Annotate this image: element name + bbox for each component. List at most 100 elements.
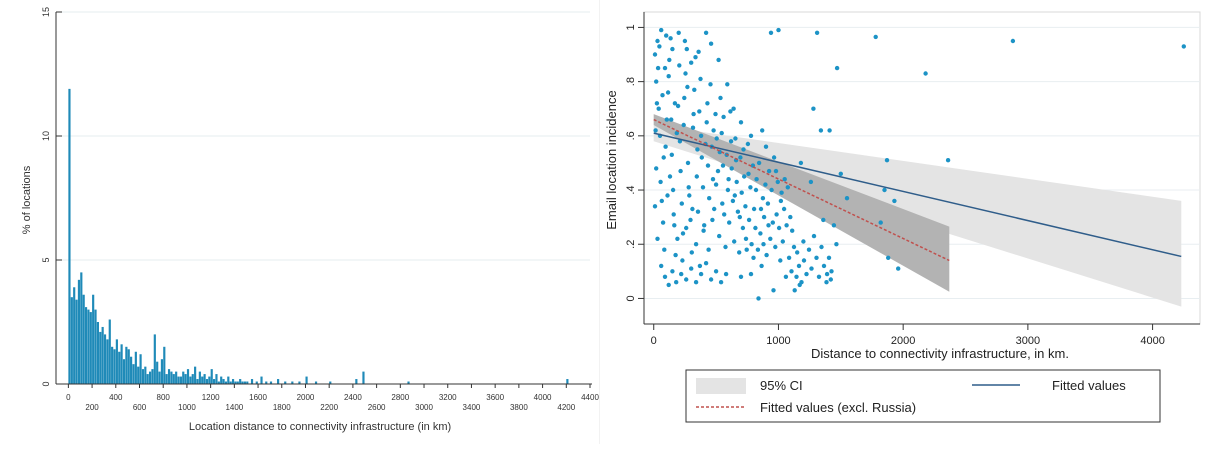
confidence-bands (653, 114, 1182, 307)
scatter-point (690, 206, 695, 212)
scatter-point (743, 204, 748, 209)
histogram-bar (84, 307, 88, 384)
legend-fitted-excl-label: Fitted values (excl. Russia) (760, 400, 916, 415)
histogram-bar (250, 379, 254, 384)
scatter-point (824, 271, 830, 277)
scatter-point (819, 244, 824, 250)
histogram-bar (111, 346, 114, 384)
scatter-panel: 0 1000 2000 3000 4000 0 .2 .4 .6 .8 1 Distance to… (600, 0, 1208, 444)
histogram-panel: 0 200 400 600 800 1000 1200 1400 1600 1800 2000 220… (0, 0, 600, 444)
scatter-point (729, 166, 734, 171)
legend-ci-label: 95% CI (760, 378, 803, 393)
scatter-point (705, 163, 711, 168)
scatter-point (821, 263, 827, 269)
scatter-point (718, 280, 724, 285)
scatter-point (782, 177, 787, 182)
scatter-point (821, 217, 826, 223)
histogram-bar (241, 381, 244, 384)
histogram-bar (156, 361, 159, 384)
scatter-point (760, 196, 766, 201)
scatter-point (773, 244, 778, 250)
scatter-point (654, 79, 659, 84)
scatter-point (735, 209, 741, 214)
scatter-legend: 95% CI Fitted values Fitted values (excl… (685, 369, 1161, 423)
scatter-y-tick-label: .8 (625, 77, 637, 86)
histogram-bar (407, 381, 410, 384)
histogram-bar (215, 374, 218, 384)
scatter-point (780, 239, 785, 244)
scatter-point (683, 71, 688, 76)
scatter-point (689, 60, 694, 65)
histogram-x-tick-label: 600 (133, 403, 147, 412)
histogram-bar (151, 369, 154, 384)
histogram-bar (163, 346, 166, 384)
scatter-point (781, 206, 787, 212)
scatter-point (720, 163, 726, 168)
histogram-bar (231, 379, 235, 384)
histogram-bar (191, 374, 194, 384)
scatter-point (770, 220, 775, 225)
legend-ci-swatch (696, 378, 746, 394)
scatter-point (676, 30, 681, 35)
scatter-point (727, 220, 732, 225)
scatter-point (761, 242, 766, 247)
scatter-point (670, 187, 676, 193)
scatter-point (664, 33, 669, 38)
histogram-bar (227, 376, 230, 384)
histogram-x-tick-label: 3400 (463, 403, 481, 412)
scatter-point (733, 136, 738, 141)
scatter-point (764, 252, 769, 258)
scatter-point (693, 280, 699, 285)
scatter-point (945, 158, 951, 163)
scatter-point (778, 198, 784, 204)
histogram-bar (82, 294, 85, 384)
histogram-bar (153, 334, 156, 384)
scatter-point (811, 233, 817, 239)
histogram-grid (56, 11, 590, 261)
histogram-bar (186, 369, 190, 384)
scatter-point (745, 141, 751, 147)
scatter-y-tick-label: 1 (625, 24, 637, 30)
scatter-point (873, 34, 878, 40)
histogram-x-tick-label: 4200 (557, 403, 575, 412)
scatter-point (678, 168, 683, 174)
histogram-bar (125, 346, 128, 384)
scatter-point (659, 198, 664, 204)
scatter-point (680, 231, 686, 236)
histogram-bar (101, 326, 104, 384)
scatter-point (655, 38, 660, 44)
scatter-point (721, 114, 726, 120)
scatter-point (662, 65, 668, 71)
scatter-point (713, 182, 719, 187)
scatter-y-tick-label: .2 (625, 240, 637, 249)
scatter-y-ticks: 0 .2 .4 .6 .8 1 (625, 12, 645, 324)
histogram-bar (77, 279, 81, 384)
scatter-point (684, 46, 689, 52)
histogram-bar (265, 381, 268, 384)
scatter-point (668, 36, 673, 41)
scatter-point (686, 185, 691, 190)
fitted-line (653, 132, 1182, 258)
scatter-point (667, 174, 673, 179)
scatter-point (718, 95, 723, 101)
histogram-bar (255, 381, 258, 384)
scatter-point (1181, 44, 1186, 49)
scatter-y-label: Email location incidence (604, 90, 619, 229)
scatter-point (798, 160, 804, 166)
scatter-point (687, 193, 692, 198)
scatter-point (732, 193, 737, 198)
histogram-bar (106, 339, 109, 384)
scatter-point (666, 74, 671, 79)
scatter-point (702, 223, 707, 228)
histogram-bar (243, 381, 246, 384)
scatter-point (697, 263, 703, 269)
histogram-plot-area (56, 12, 592, 384)
scatter-point (731, 106, 736, 111)
scatter-point (661, 155, 666, 160)
scatter-point (799, 280, 804, 285)
scatter-point (769, 187, 774, 193)
scatter-point (694, 174, 699, 179)
histogram-y-tick-label: 15 (41, 7, 51, 17)
histogram-x-ticks: 0 200 400 600 800 1000 1200 1400 1600 1800 2000 220… (66, 384, 599, 412)
scatter-point (695, 209, 701, 214)
